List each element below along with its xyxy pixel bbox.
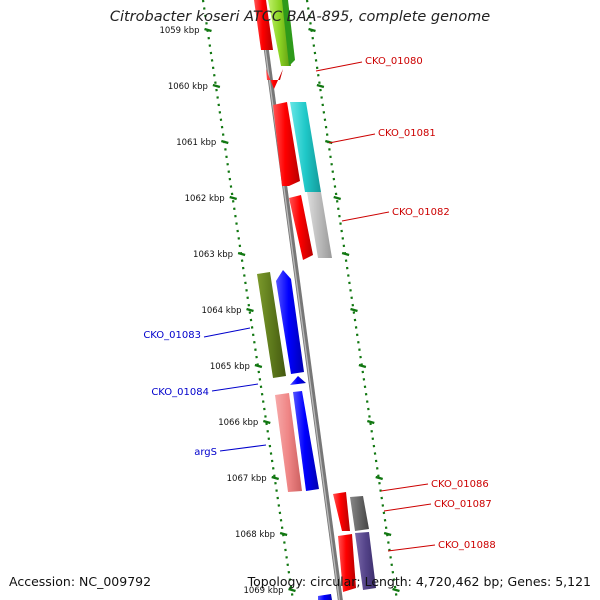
reverse-strand-cds <box>257 270 332 600</box>
gene-labels-forward: CKO_01080 CKO_01081 CKO_01082 CKO_01086 … <box>315 56 496 552</box>
tick-mark-outer <box>358 363 367 369</box>
label-cko-01084: CKO_01084 <box>151 387 209 398</box>
accession-label: Accession: NC_009792 <box>9 574 152 589</box>
label-cko-01080: CKO_01080 <box>365 56 423 67</box>
genome-backbone <box>257 0 343 600</box>
tick-label: 1063 kbp <box>193 250 233 260</box>
tick-mark-inner <box>204 27 212 33</box>
cds-cko-01084-arrow <box>290 376 306 385</box>
tick-label: 1067 kbp <box>227 474 267 484</box>
tick-mark-inner <box>279 531 288 537</box>
cds-lime <box>268 0 291 66</box>
label-args: argS <box>194 447 217 458</box>
tick-mark-inner <box>271 475 280 481</box>
tick-mark-inner <box>212 83 221 89</box>
cds-args-pink <box>275 393 302 492</box>
label-cko-01081: CKO_01081 <box>378 128 436 139</box>
topology-label: Topology: circular; Length: 4,720,462 bp… <box>247 574 591 589</box>
cds-bottom-blue <box>318 594 332 600</box>
label-cko-01088: CKO_01088 <box>438 540 496 551</box>
tick-label: 1068 kbp <box>235 530 275 540</box>
tick-mark-inner <box>246 307 254 313</box>
tick-mark-inner <box>262 419 271 425</box>
tick-mark-outer <box>350 307 358 313</box>
tick-mark-outer <box>341 251 350 257</box>
cds-cko-01087-dark <box>350 496 369 531</box>
tick-marks: 1059 kbp 1060 kbp 1061 kbp 1062 kbp 1063 kbp… <box>159 26 400 596</box>
cds-cko-01083 <box>257 272 286 378</box>
map-title: Citrobacter koseri ATCC BAA-895, complet… <box>109 9 491 25</box>
tick-mark-outer <box>375 475 384 481</box>
cds-cko-01081 <box>273 102 300 186</box>
tick-label: 1060 kbp <box>168 82 208 92</box>
forward-strand-cds <box>254 0 356 592</box>
cds-cko-01088-purple <box>355 532 376 590</box>
tick-label: 1064 kbp <box>201 306 241 316</box>
tick-mark-outer <box>333 195 342 201</box>
label-cko-01087: CKO_01087 <box>434 499 492 510</box>
cds-cko-01080 <box>254 0 273 50</box>
tick-mark-outer <box>366 419 375 425</box>
tick-mark-outer <box>392 587 400 593</box>
label-cko-01086: CKO_01086 <box>431 479 489 490</box>
label-cko-01082: CKO_01082 <box>392 207 450 218</box>
cds-green <box>282 0 295 66</box>
tick-label: 1062 kbp <box>185 194 225 204</box>
tick-mark-outer <box>316 83 325 89</box>
tick-mark-outer <box>308 27 316 33</box>
tick-label: 1066 kbp <box>218 418 258 428</box>
tick-label: 1061 kbp <box>176 138 216 148</box>
label-cko-01083: CKO_01083 <box>143 330 201 341</box>
cds-cko-01081-cyan <box>290 102 321 192</box>
tick-mark-inner <box>254 363 263 369</box>
tick-label: 1065 kbp <box>210 362 250 372</box>
cds-cko-01082-gray <box>307 192 332 258</box>
cds-cko-01082 <box>289 195 313 260</box>
cds-cko-01088-red <box>338 534 356 592</box>
tick-label: 1069 kbp <box>243 586 283 596</box>
cds-cko-01084-blue <box>276 270 304 374</box>
cds-cko-01080-arrow <box>266 69 283 89</box>
gene-labels-reverse: CKO_01083 CKO_01084 argS <box>143 327 267 458</box>
tick-label: 1059 kbp <box>159 26 199 36</box>
forward-strand-cds-alt <box>268 0 376 590</box>
tick-mark-outer <box>383 531 392 537</box>
tick-mark-inner <box>229 195 238 201</box>
cds-cko-01086 <box>333 492 350 531</box>
cds-args-blue <box>293 391 319 491</box>
tick-mark-inner <box>288 587 296 593</box>
tick-mark-inner <box>220 139 229 145</box>
tick-mark-inner <box>237 251 246 257</box>
